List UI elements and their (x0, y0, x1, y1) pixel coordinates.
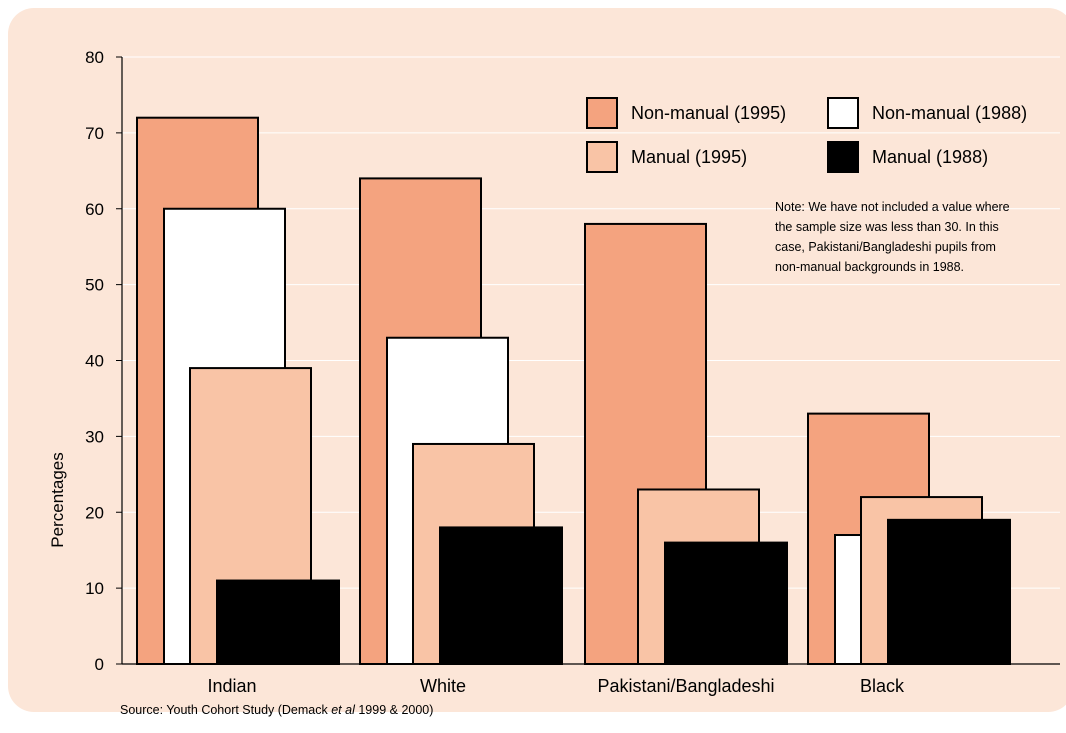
legend-label: Manual (1988) (872, 147, 988, 167)
bar-manual-1988-pakistani-bangladeshi (664, 541, 788, 665)
legend-label: Manual (1995) (631, 147, 747, 167)
y-tick-label: 30 (85, 427, 104, 446)
y-axis-label: Percentages (48, 452, 67, 547)
y-tick-labels: 0 10 20 30 40 50 60 70 80 (85, 48, 104, 674)
x-category-labels: Indian White Pakistani/Bangladeshi Black (207, 676, 905, 696)
category-label: Indian (207, 676, 256, 696)
legend-swatch (586, 141, 618, 173)
legend-swatch (827, 141, 859, 173)
legend-swatch (827, 97, 859, 129)
note-line: Note: We have not included a value where (775, 200, 1010, 214)
category-label: Black (860, 676, 905, 696)
y-tick-label: 0 (95, 655, 104, 674)
bar-manual-1988-white (439, 526, 563, 665)
y-tick-label: 40 (85, 352, 104, 371)
note-text: Note: We have not included a value where… (775, 200, 1010, 274)
source-suffix: 1999 & 2000) (355, 703, 434, 717)
category-label: White (420, 676, 466, 696)
y-tick-label: 60 (85, 200, 104, 219)
legend-label: Non-manual (1995) (631, 103, 786, 123)
source-italic: et al (331, 703, 356, 717)
note-line: case, Pakistani/Bangladeshi pupils from (775, 240, 996, 254)
category-label: Pakistani/Bangladeshi (597, 676, 774, 696)
source-prefix: Source: Youth Cohort Study (Demack (120, 703, 331, 717)
axes (116, 56, 1060, 665)
legend-label: Non-manual (1988) (872, 103, 1027, 123)
y-tick-label: 70 (85, 124, 104, 143)
y-tick-label: 20 (85, 503, 104, 522)
note-line: the sample size was less than 30. In thi… (775, 220, 999, 234)
bar-manual-1988-black (887, 518, 1011, 666)
legend: Non-manual (1995) Non-manual (1988) Manual… (586, 97, 1027, 173)
y-tick-label: 10 (85, 579, 104, 598)
note-line: non-manual backgrounds in 1988. (775, 260, 964, 274)
bar-manual-1988-indian (216, 579, 340, 665)
source-text: Source: Youth Cohort Study (Demack et al… (120, 703, 433, 717)
bars (136, 116, 1011, 666)
legend-swatch (586, 97, 618, 129)
y-tick-label: 50 (85, 276, 104, 295)
y-tick-label: 80 (85, 48, 104, 67)
